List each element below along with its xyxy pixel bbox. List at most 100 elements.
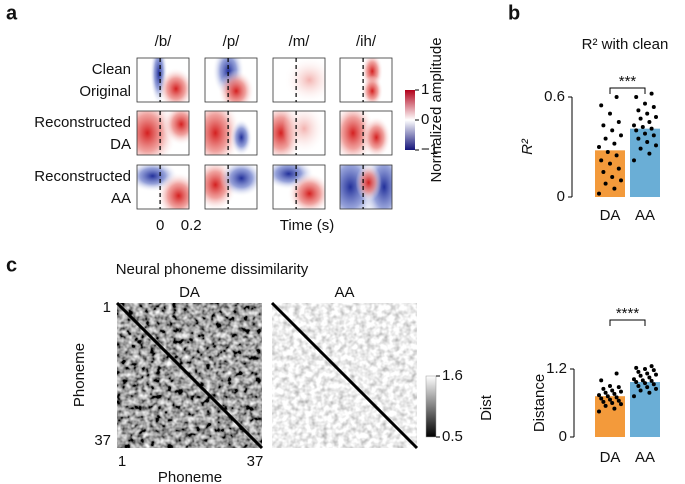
chart-title: R² with clean	[582, 36, 669, 53]
data-point	[636, 369, 641, 374]
data-point	[636, 384, 641, 388]
row-label: Reconstructed	[34, 168, 131, 185]
data-point	[636, 108, 641, 113]
cell-border	[204, 57, 258, 103]
colorbar-tick-label: 1	[421, 81, 429, 98]
data-point	[654, 386, 658, 391]
x-axis-title: Time (s)	[280, 217, 334, 234]
heat-blob	[163, 111, 189, 146]
significance-label: ***	[619, 73, 637, 90]
data-point	[599, 158, 604, 163]
colorbar-tick-label: 1.6	[442, 367, 463, 384]
data-point	[616, 166, 621, 171]
data-point	[647, 120, 652, 124]
heat-blob	[361, 75, 384, 102]
row-label: Original	[79, 83, 131, 100]
data-point	[647, 151, 652, 156]
cell-border	[204, 164, 258, 210]
x-tick-label: AA	[635, 207, 655, 224]
data-point	[619, 389, 623, 394]
data-point	[634, 95, 639, 99]
data-point	[632, 158, 636, 163]
data-point	[601, 386, 606, 391]
row-label: AA	[111, 190, 131, 207]
data-point	[638, 373, 643, 378]
y-axis-title: Phoneme	[71, 343, 88, 407]
colorbar-title: Normalized amplitude	[428, 37, 445, 182]
y-tick-label: 37	[94, 432, 111, 449]
y-axis-title: R²	[519, 138, 536, 155]
y-axis-title: Distance	[531, 374, 548, 432]
data-point	[640, 378, 645, 383]
significance-bracket	[609, 319, 646, 326]
data-point	[643, 131, 647, 136]
data-point	[612, 186, 617, 191]
data-point	[599, 378, 604, 383]
data-point	[608, 384, 612, 388]
cell-border	[339, 164, 393, 210]
panel-label: c	[6, 254, 17, 276]
data-point	[612, 406, 617, 411]
data-point	[599, 396, 604, 401]
data-point	[651, 368, 656, 373]
data-point	[649, 91, 654, 96]
data-point	[645, 111, 650, 116]
significance-bracket	[609, 87, 646, 94]
data-point	[616, 398, 621, 403]
heatmap-cell	[137, 58, 189, 102]
data-point	[616, 385, 621, 390]
data-point	[634, 128, 639, 133]
data-point	[649, 364, 654, 369]
colorbar-tick-label: 0	[421, 111, 429, 128]
data-point	[619, 133, 623, 138]
significance-label: ****	[616, 305, 640, 322]
data-point	[632, 394, 636, 399]
row-label: Clean	[92, 61, 131, 78]
data-point	[654, 372, 658, 377]
y-tick-label: 0.6	[544, 88, 565, 105]
heat-blob	[157, 67, 189, 102]
data-point	[610, 175, 615, 179]
cell-border	[272, 164, 326, 210]
x-tick-label: AA	[635, 449, 655, 466]
heatmap-cell	[137, 165, 189, 209]
data-point	[645, 385, 650, 390]
colorbar	[425, 375, 437, 438]
heatmap-cell	[273, 111, 325, 155]
matrix-diagonal	[115, 301, 264, 450]
data-point	[619, 178, 623, 183]
x-tick-label: 0	[156, 217, 164, 234]
column-label: /m/	[289, 33, 311, 50]
data-point	[601, 170, 606, 174]
matrix-diagonal	[270, 301, 419, 450]
y-tick-label: 0	[557, 188, 565, 205]
data-point	[608, 111, 612, 116]
panel-label: a	[6, 2, 18, 24]
x-axis-title: Phoneme	[158, 469, 222, 484]
data-point	[645, 140, 650, 144]
column-label: /p/	[223, 33, 241, 50]
data-point	[597, 145, 601, 149]
data-point	[634, 365, 639, 370]
heatmap-cell	[340, 165, 392, 209]
cell-border	[339, 110, 393, 156]
data-point	[632, 377, 636, 382]
data-point	[632, 123, 636, 128]
heatmap-cell	[205, 165, 257, 209]
heatmap-cell	[273, 165, 325, 209]
heat-blob	[355, 165, 382, 202]
data-point	[638, 388, 643, 393]
data-point	[649, 126, 654, 131]
data-point	[647, 375, 652, 380]
heatmap-cell	[340, 111, 392, 155]
chart-title: Neural phoneme dissimilarity	[116, 261, 309, 278]
matrix-title: AA	[334, 284, 354, 301]
heat-blob	[218, 69, 255, 102]
data-point	[638, 116, 643, 121]
colorbar-title: Dist	[478, 394, 495, 421]
data-point	[616, 120, 621, 124]
data-point	[651, 133, 656, 138]
data-point	[638, 146, 643, 151]
bar	[595, 150, 625, 197]
data-point	[601, 399, 606, 404]
